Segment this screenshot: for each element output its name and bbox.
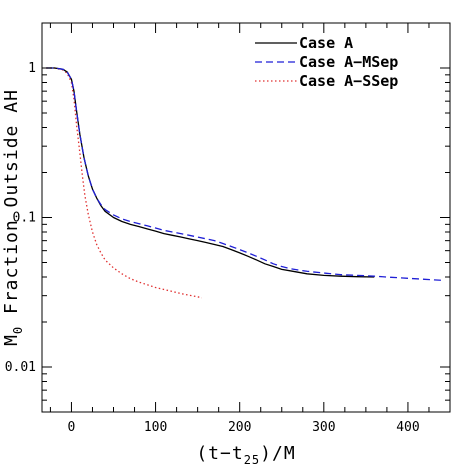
x-axis-label-end: )/M	[260, 443, 296, 464]
legend-entry-2: Case A−SSep	[299, 72, 398, 90]
x-tick-label: 300	[312, 420, 335, 435]
x-tick-label: 100	[144, 420, 167, 435]
y-tick-label: 0.1	[13, 211, 36, 226]
series-line-1	[46, 67, 442, 281]
x-tick-label: 200	[228, 420, 251, 435]
y-axis-label: M0 Fraction Outside AH	[1, 89, 25, 346]
legend-entry-0: Case A	[299, 34, 353, 52]
ticks-layer: 0 100 200 300 400 1 0.1 0.01	[5, 22, 451, 435]
y-axis-label-main: M	[1, 334, 22, 346]
x-axis-label: (t−t25)/M	[196, 443, 295, 467]
y-tick-label: 0.01	[5, 360, 36, 375]
x-axis-label-main: (t−t	[196, 443, 243, 464]
x-axis-label-sub: 25	[244, 453, 260, 467]
x-tick-label: 400	[396, 420, 419, 435]
y-axis-label-rest: Fraction Outside AH	[1, 89, 22, 326]
y-axis-label-sub: 0	[11, 326, 25, 334]
series-layer	[46, 67, 442, 299]
y-tick-label: 1	[28, 61, 36, 76]
legend-entry-1: Case A−MSep	[299, 53, 398, 71]
x-tick-label: 0	[68, 420, 76, 435]
